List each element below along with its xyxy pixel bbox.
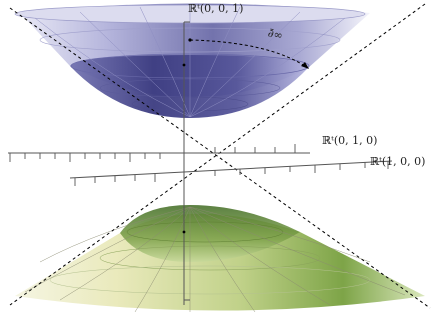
- label-top-axis: ℝᵗ(0, 0, 1): [188, 2, 244, 15]
- boundary-arrow: [182, 38, 309, 234]
- light-cone: [9, 3, 431, 309]
- axes: [8, 21, 393, 305]
- upper-hyperboloid-sheet: [14, 3, 370, 118]
- label-middle-axis: ℝᵗ(0, 1, 0): [322, 134, 378, 147]
- label-right-axis: ℝᵗ(1, 0, 0): [370, 155, 426, 168]
- lower-hyperboloid-sheet: [15, 205, 425, 313]
- axis-100: [69, 160, 393, 179]
- label-boundary-arrow: ∂̄∞: [266, 26, 285, 43]
